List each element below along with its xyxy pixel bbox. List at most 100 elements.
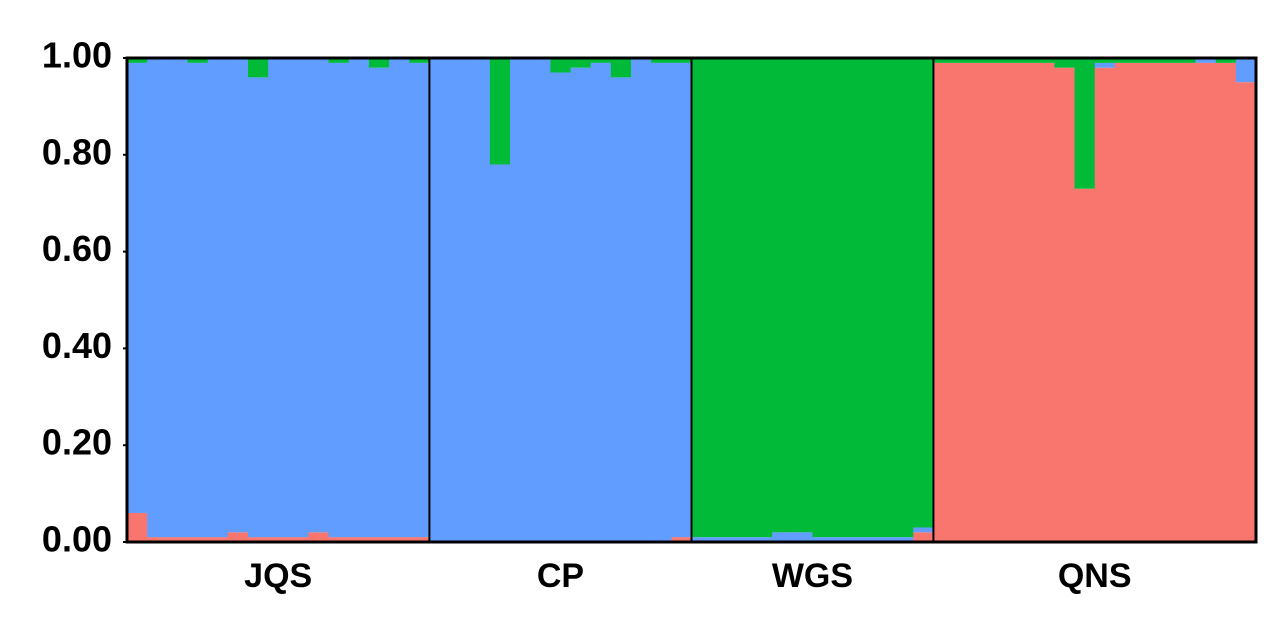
bar-segment [328, 58, 350, 63]
bar-segment [147, 58, 168, 538]
bar-segment [651, 62, 672, 543]
bar-segment [973, 58, 995, 63]
bar-segment [1155, 62, 1176, 543]
bar-segment [1235, 82, 1257, 542]
bar-segment [1054, 58, 1075, 68]
bar-segment [933, 58, 954, 63]
bar-segment [227, 532, 249, 542]
bar-segment [913, 58, 934, 528]
bar-segment [207, 58, 229, 538]
bar-segment [610, 58, 632, 78]
bar-segment [127, 512, 148, 542]
bar-segment [852, 537, 874, 542]
bar-segment [1074, 58, 1096, 189]
bar-segment [993, 58, 1015, 63]
bar-segment [772, 532, 793, 542]
bar-segment [590, 58, 612, 63]
bar-segment [227, 58, 249, 533]
bar-segment [127, 58, 148, 63]
y-tick-label: 0.20 [42, 422, 112, 463]
bar-segment [187, 537, 209, 542]
bar-segment [1135, 58, 1156, 63]
y-tick-label: 0.40 [42, 325, 112, 366]
bar-segment [812, 537, 834, 542]
bar-segment [368, 67, 390, 538]
bar-segment [1235, 58, 1257, 83]
bar-segment [288, 58, 309, 538]
group-label: JQS [244, 557, 312, 595]
bar-segment [1094, 58, 1116, 63]
group-label: WGS [772, 557, 853, 595]
bar-segment [530, 58, 551, 542]
bar-segment [308, 58, 330, 533]
y-tick-label: 1.00 [42, 35, 112, 76]
bar-segment [328, 537, 350, 542]
y-tick-label: 0.00 [42, 519, 112, 560]
bar-segment [893, 58, 914, 538]
bar-segment [489, 164, 511, 543]
bar-segment [409, 537, 430, 542]
bar-segment [368, 58, 390, 68]
bar-segment [308, 532, 330, 542]
bar-segment [147, 537, 168, 542]
bar-segment [409, 62, 430, 538]
bar-segment [671, 537, 692, 542]
bar-segment [409, 58, 430, 63]
bar-segment [953, 62, 975, 543]
bar-segment [489, 58, 511, 165]
bar-segment [247, 537, 269, 542]
bar-segment [651, 58, 672, 63]
bar-segment [751, 537, 773, 542]
bar-segment [913, 527, 934, 533]
bar-segment [590, 62, 612, 543]
bar-segment [691, 58, 713, 538]
bar-segment [792, 58, 813, 533]
bar-segment [772, 58, 793, 533]
bar-segment [1114, 62, 1136, 543]
group-label: CP [537, 557, 584, 595]
bar-segment [610, 77, 632, 543]
bar-segment [368, 537, 390, 542]
bar-segment [449, 58, 471, 542]
bar-segment [1074, 188, 1096, 542]
bar-segment [429, 58, 450, 542]
bar-segment [631, 58, 652, 542]
bar-segment [1215, 62, 1237, 543]
bar-segment [893, 537, 914, 542]
bar-segment [1034, 58, 1055, 63]
bar-segment [167, 537, 188, 542]
bar-segment [1094, 62, 1116, 68]
bar-segment [1155, 58, 1176, 63]
bar-segment [1175, 62, 1196, 543]
bar-segment [268, 537, 289, 542]
y-tick-label: 0.60 [42, 228, 112, 269]
bar-segment [247, 58, 269, 78]
bar-segment [792, 532, 813, 542]
bar-segment [1175, 58, 1196, 63]
bar-segment [671, 62, 692, 538]
bar-segment [570, 67, 592, 543]
bar-segment [550, 58, 571, 73]
bar-segment [1094, 67, 1116, 543]
bar-segment [731, 537, 753, 542]
bar-segment [469, 58, 491, 542]
bar-segment [832, 58, 854, 538]
bar-segment [872, 537, 894, 542]
bar-segment [1215, 58, 1237, 63]
group-label: QNS [1058, 557, 1132, 595]
y-tick-label: 0.80 [42, 131, 112, 172]
bar-segment [1014, 62, 1035, 543]
bar-segment [1195, 58, 1217, 63]
bar-segment [1054, 67, 1075, 543]
bar-segment [348, 58, 370, 538]
bar-segment [328, 62, 350, 538]
bar-segment [187, 62, 209, 538]
bar-segment [973, 62, 995, 543]
bar-segment [1195, 62, 1217, 543]
bar-segment [1034, 62, 1055, 543]
bar-segment [348, 537, 370, 542]
bar-segment [671, 58, 692, 63]
bar-segment [913, 532, 934, 542]
